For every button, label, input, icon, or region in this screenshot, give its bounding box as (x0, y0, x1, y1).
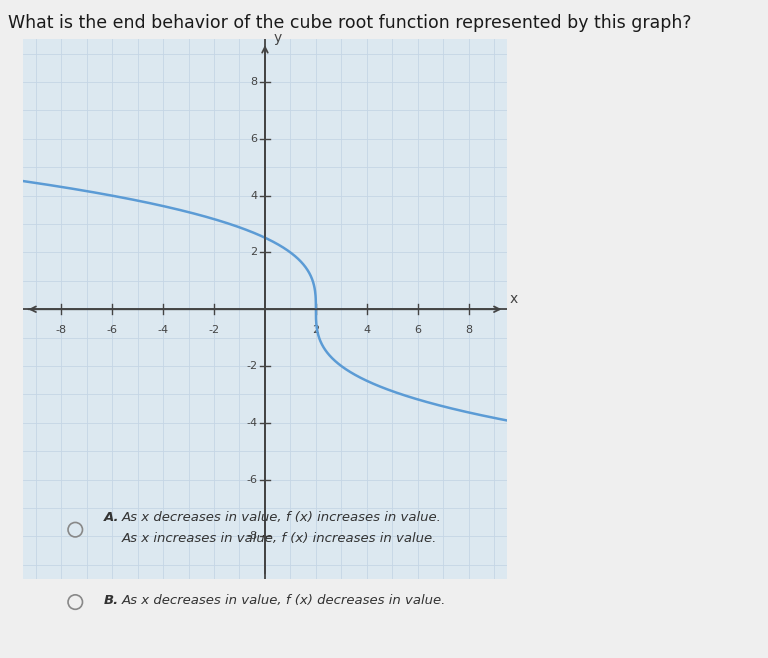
Text: 2: 2 (313, 325, 319, 335)
Text: 4: 4 (363, 325, 370, 335)
Text: B.: B. (104, 594, 119, 607)
Text: -2: -2 (208, 325, 220, 335)
Text: -6: -6 (247, 474, 257, 485)
Text: 6: 6 (414, 325, 422, 335)
Text: -8: -8 (247, 532, 257, 542)
Text: -8: -8 (55, 325, 67, 335)
Text: -4: -4 (247, 418, 257, 428)
Text: As x decreases in value, f (x) increases in value.: As x decreases in value, f (x) increases… (121, 511, 442, 524)
Text: -6: -6 (107, 325, 118, 335)
Text: 2: 2 (250, 247, 257, 257)
Text: As x decreases in value, f (x) decreases in value.: As x decreases in value, f (x) decreases… (121, 594, 445, 607)
Text: 4: 4 (250, 191, 257, 201)
Text: x: x (509, 292, 518, 307)
Text: 8: 8 (465, 325, 472, 335)
Text: 8: 8 (250, 77, 257, 87)
Text: -4: -4 (157, 325, 169, 335)
Text: y: y (274, 31, 282, 45)
Text: As x increases in value, f (x) increases in value.: As x increases in value, f (x) increases… (121, 532, 437, 545)
Text: A.: A. (104, 511, 119, 524)
Text: 6: 6 (250, 134, 257, 144)
Text: -2: -2 (247, 361, 257, 371)
Text: What is the end behavior of the cube root function represented by this graph?: What is the end behavior of the cube roo… (8, 14, 691, 32)
